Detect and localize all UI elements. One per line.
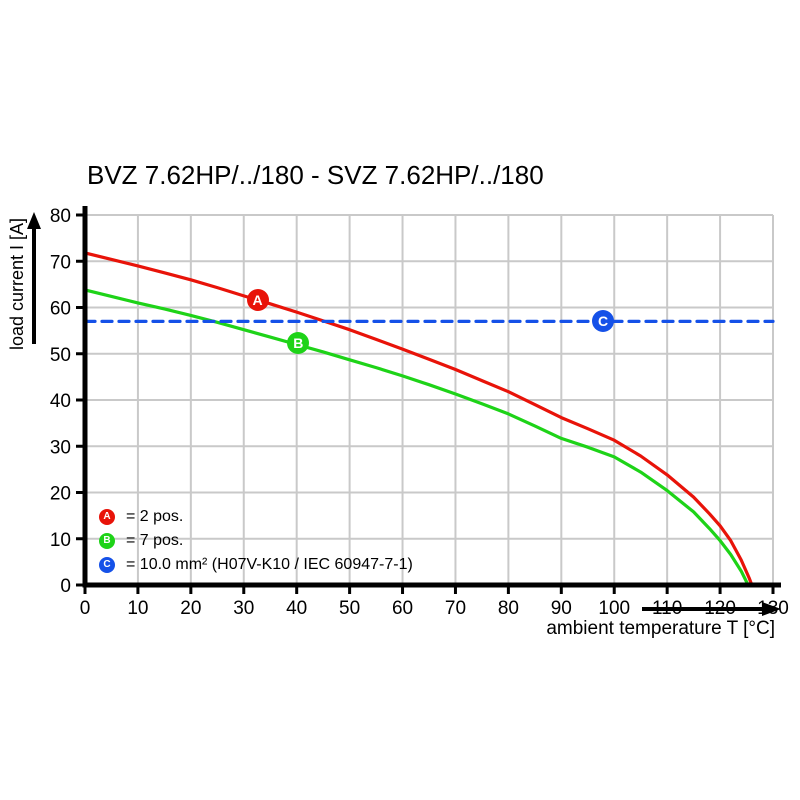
y-axis-arrow-icon (27, 212, 41, 344)
svg-text:70: 70 (50, 252, 71, 273)
legend-dot-a-icon: A (99, 509, 115, 525)
svg-text:0: 0 (80, 598, 91, 619)
svg-text:10: 10 (127, 598, 148, 619)
svg-text:40: 40 (286, 598, 307, 619)
legend-dot-b-icon: B (99, 533, 115, 549)
curve-marker-c: C (592, 310, 615, 333)
legend-label-c: = 10.0 mm² (H07V-K10 / IEC 60947-7-1) (126, 556, 413, 573)
axes: 0102030405060708090100110120130010203040… (50, 206, 789, 619)
legend-row-a: A = 2 pos. (99, 505, 413, 529)
svg-text:90: 90 (551, 598, 572, 619)
x-axis-label: ambient temperature T [°C] (546, 618, 775, 639)
svg-text:80: 80 (498, 598, 519, 619)
svg-text:20: 20 (50, 484, 71, 505)
legend-row-c: C = 10.0 mm² (H07V-K10 / IEC 60947-7-1) (99, 553, 413, 577)
svg-text:30: 30 (50, 437, 71, 458)
chart-title: BVZ 7.62HP/../180 - SVZ 7.62HP/../180 (87, 160, 544, 190)
legend-dot-c-icon: C (99, 557, 115, 573)
grid (85, 214, 774, 585)
curve-marker-a: A (246, 288, 269, 311)
svg-text:0: 0 (60, 576, 71, 597)
svg-text:70: 70 (445, 598, 466, 619)
legend-row-b: B = 7 pos. (99, 529, 413, 553)
svg-text:40: 40 (50, 391, 71, 412)
svg-text:60: 60 (392, 598, 413, 619)
svg-text:50: 50 (50, 345, 71, 366)
svg-text:100: 100 (598, 598, 630, 619)
svg-text:10: 10 (50, 530, 71, 551)
svg-text:30: 30 (233, 598, 254, 619)
svg-text:50: 50 (339, 598, 360, 619)
legend-label-b: = 7 pos. (126, 532, 184, 549)
svg-text:60: 60 (50, 299, 71, 320)
svg-text:20: 20 (180, 598, 201, 619)
series-curves (83, 251, 775, 587)
svg-text:80: 80 (50, 206, 71, 227)
legend: A = 2 pos. B = 7 pos. C = 10.0 mm² (H07V… (99, 505, 413, 577)
x-axis-arrow-icon (642, 602, 781, 616)
curve-marker-b: B (287, 332, 310, 355)
legend-label-a: = 2 pos. (126, 508, 184, 525)
